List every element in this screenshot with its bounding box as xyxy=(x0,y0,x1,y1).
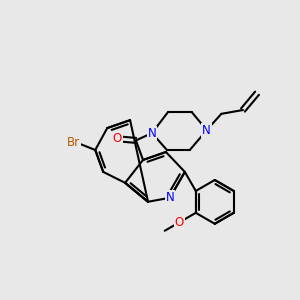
Text: N: N xyxy=(166,191,174,204)
Text: O: O xyxy=(175,216,184,229)
Text: Br: Br xyxy=(67,136,80,149)
Text: N: N xyxy=(202,124,211,136)
Text: N: N xyxy=(148,127,156,140)
Text: O: O xyxy=(113,132,122,145)
